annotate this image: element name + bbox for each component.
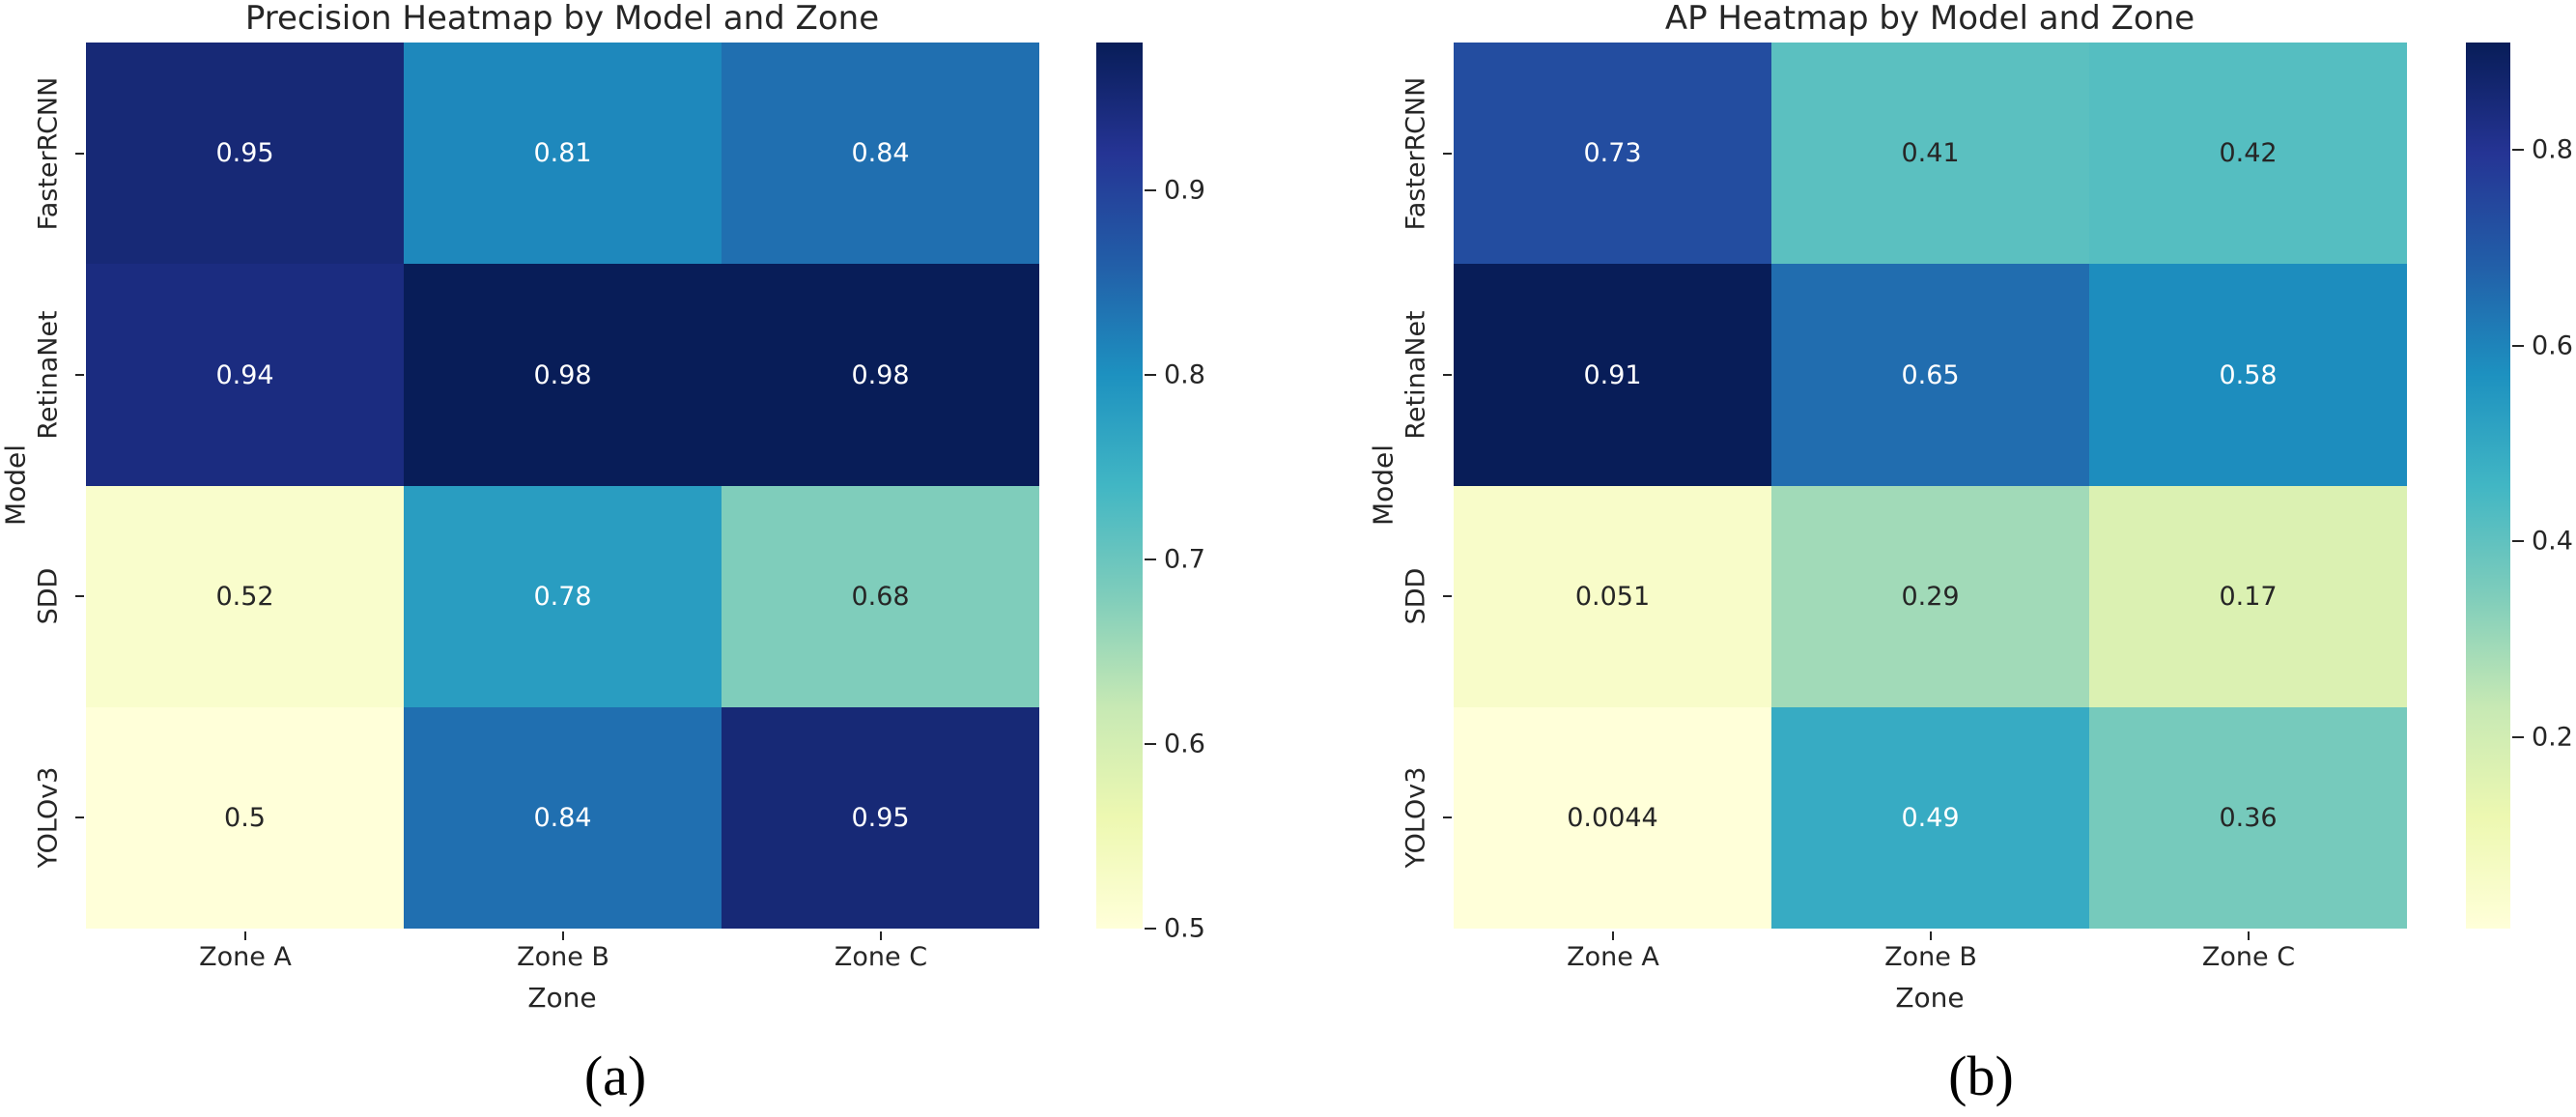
y-tick-mark: [75, 595, 84, 597]
colorbar-tick-label: 0.4: [2532, 526, 2573, 557]
heatmap-cell: 0.68: [722, 486, 1039, 707]
x-axis-label: Zone: [1895, 982, 1965, 1014]
colorbar-tick-label: 0.8: [2532, 134, 2573, 165]
heatmap-cell: 0.58: [2089, 264, 2407, 486]
heatmap-cell: 0.98: [722, 264, 1039, 486]
colorbar-tick-label: 0.9: [1164, 175, 1205, 206]
x-tick-mark: [244, 931, 246, 940]
heatmap-cell: 0.41: [1771, 43, 2089, 264]
y-axis-label: Model: [1367, 444, 1400, 527]
y-tick-mark: [75, 153, 84, 155]
heatmap-cell: 0.78: [404, 486, 722, 707]
colorbar-tick-mark: [2512, 540, 2524, 542]
x-axis-label: Zone: [527, 982, 597, 1014]
chart-title: Precision Heatmap by Model and Zone: [244, 0, 880, 38]
colorbar-tick-label: 0.6: [2532, 330, 2573, 361]
colorbar-tick-mark: [1145, 189, 1156, 191]
y-tick-label: FasterRCNN: [1401, 76, 1431, 231]
x-tick-label: Zone A: [1567, 942, 1659, 972]
x-tick-mark: [880, 931, 882, 940]
heatmap-cell: 0.49: [1771, 707, 2089, 929]
y-tick-label: YOLOv3: [33, 766, 64, 869]
chart-title: AP Heatmap by Model and Zone: [1664, 0, 2195, 38]
heatmap-cell: 0.84: [404, 707, 722, 929]
heatmap-cell: 0.95: [86, 43, 404, 264]
heatmap-cell: 0.73: [1454, 43, 1771, 264]
colorbar-tick-label: 0.5: [1164, 913, 1205, 944]
colorbar-tick-mark: [1145, 743, 1156, 745]
colorbar-tick-label: 0.6: [1164, 729, 1205, 759]
colorbar-tick-label: 0.2: [2532, 722, 2573, 753]
x-tick-label: Zone A: [199, 942, 292, 972]
colorbar-tick-mark: [1145, 928, 1156, 930]
x-tick-mark: [1930, 931, 1932, 940]
y-tick-mark: [75, 816, 84, 818]
heatmap-cell: 0.65: [1771, 264, 2089, 486]
colorbar-tick-label: 0.8: [1164, 359, 1205, 390]
colorbar-tick-mark: [2512, 345, 2524, 347]
heatmap-cell: 0.52: [86, 486, 404, 707]
heatmap-cell: 0.91: [1454, 264, 1771, 486]
y-tick-mark: [1443, 153, 1452, 155]
heatmap-cell: 0.98: [404, 264, 722, 486]
colorbar-tick-label: 0.7: [1164, 544, 1205, 575]
x-tick-label: Zone B: [1884, 942, 1977, 972]
heatmap-cell: 0.95: [722, 707, 1039, 929]
heatmap-cell: 0.94: [86, 264, 404, 486]
colorbar-gradient: [1096, 43, 1143, 929]
heatmap-cell: 0.17: [2089, 486, 2407, 707]
y-tick-label: SDD: [1401, 567, 1431, 625]
colorbar-tick-mark: [1145, 558, 1156, 560]
heatmap-cell: 0.0044: [1454, 707, 1771, 929]
y-tick-mark: [1443, 374, 1452, 376]
x-tick-label: Zone B: [517, 942, 609, 972]
heatmap-cell: 0.42: [2089, 43, 2407, 264]
colorbar-tick-mark: [1145, 374, 1156, 376]
x-tick-label: Zone C: [834, 942, 928, 972]
x-tick-mark: [2248, 931, 2250, 940]
colorbar-tick-mark: [2512, 149, 2524, 151]
heatmap-cell: 0.36: [2089, 707, 2407, 929]
heatmap-cell: 0.051: [1454, 486, 1771, 707]
heatmap-cell: 0.81: [404, 43, 722, 264]
y-tick-label: RetinaNet: [1401, 310, 1431, 440]
y-tick-label: RetinaNet: [33, 310, 64, 440]
y-tick-label: SDD: [33, 567, 64, 625]
x-tick-mark: [1612, 931, 1614, 940]
colorbar-tick-mark: [2512, 736, 2524, 738]
colorbar-gradient: [2466, 43, 2510, 929]
y-tick-mark: [75, 374, 84, 376]
y-tick-mark: [1443, 816, 1452, 818]
y-tick-mark: [1443, 595, 1452, 597]
y-tick-label: YOLOv3: [1401, 766, 1431, 869]
subfigure-caption-b: (b): [1948, 1045, 2014, 1107]
y-axis-label: Model: [0, 444, 32, 527]
heatmap-cell: 0.84: [722, 43, 1039, 264]
y-tick-label: FasterRCNN: [33, 76, 64, 231]
x-tick-label: Zone C: [2201, 942, 2296, 972]
x-tick-mark: [562, 931, 564, 940]
heatmap-cell: 0.29: [1771, 486, 2089, 707]
heatmap-cell: 0.5: [86, 707, 404, 929]
subfigure-caption-a: (a): [583, 1045, 647, 1107]
